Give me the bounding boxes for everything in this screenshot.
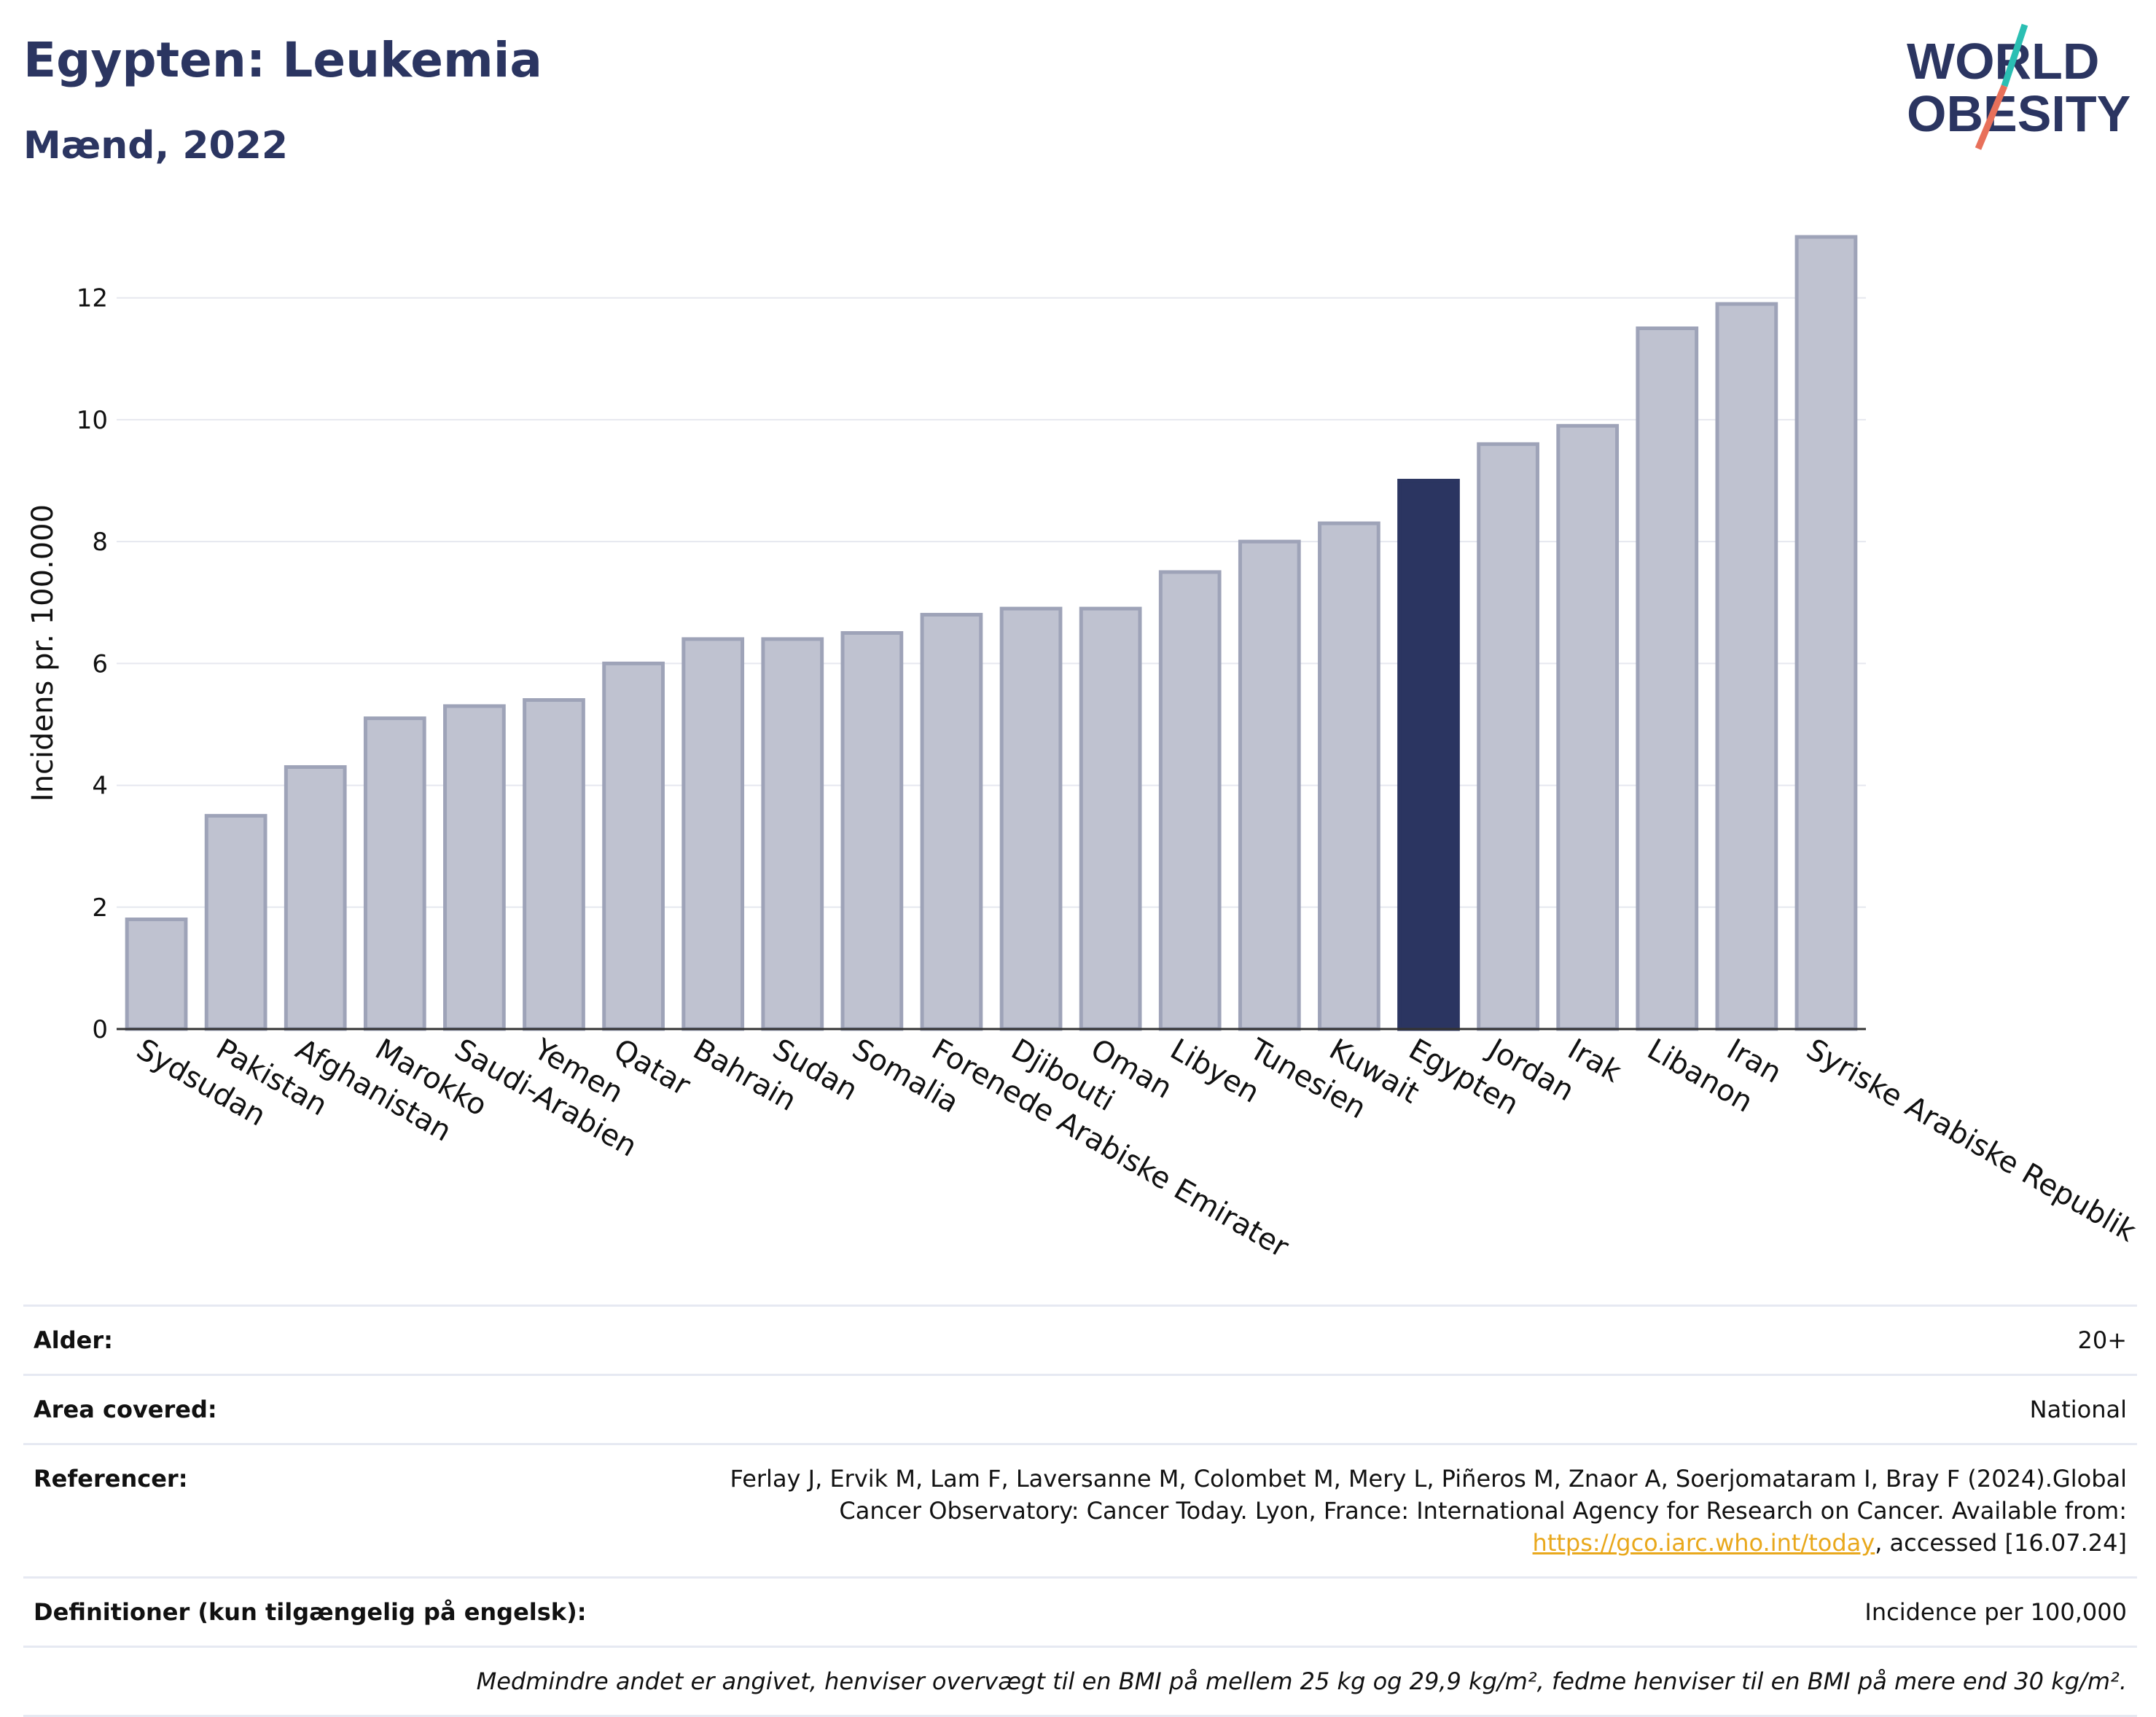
reference-text: Ferlay J, Ervik M, Lam F, Laversanne M, … (730, 1465, 2127, 1525)
info-row-references: Referencer: Ferlay J, Ervik M, Lam F, La… (23, 1443, 2137, 1579)
bar-libyen (1158, 570, 1222, 1031)
bar-chart: 0 2 4 6 8 10 12 SydsudanPakistanAfghanistanMar… (26, 235, 2142, 1264)
logo-slash-teal (2001, 23, 2028, 87)
bar-saudi-arabien (443, 704, 506, 1031)
bar-tunesien (1238, 539, 1301, 1031)
bar-libanon (1636, 326, 1699, 1031)
y-tick-label: 6 (92, 649, 108, 678)
info-value: Ferlay J, Ervik M, Lam F, Laversanne M, … (700, 1443, 2137, 1579)
bar-oman (1079, 606, 1142, 1031)
x-axis-labels: SydsudanPakistanAfghanistanMarokkoSaudi-… (131, 1031, 2142, 1264)
bar-forenede-arabiske-emirater (920, 612, 983, 1031)
bar-afghanistan (284, 764, 347, 1031)
bar-iran (1715, 302, 1778, 1031)
bar-sydsudan (125, 918, 188, 1031)
y-tick-label: 0 (92, 1015, 108, 1044)
info-value: Incidence per 100,000 (700, 1576, 2137, 1648)
info-label: Area covered: (23, 1374, 700, 1445)
bar-pakistan (204, 813, 267, 1031)
info-row-definitions: Definitioner (kun tilgængelig på engelsk… (23, 1576, 2137, 1648)
info-value: 20+ (700, 1305, 2137, 1376)
y-axis-label: Incidens pr. 100.000 (26, 504, 60, 802)
bar-marokko (363, 716, 426, 1031)
info-label: Alder: (23, 1305, 700, 1376)
bar-egypten (1397, 479, 1460, 1031)
y-axis-ticks: 0 2 4 6 8 10 12 (77, 284, 108, 1044)
bar-bahrain (681, 637, 745, 1031)
footnote: Medmindre andet er angivet, henviser ove… (23, 1646, 2137, 1717)
logo-text-obesity: OBESITY (1907, 85, 2130, 142)
bar-syriske-arabiske-republik (1794, 235, 1858, 1031)
chart-title: Egypten: Leukemia (23, 32, 542, 88)
world-obesity-logo: WORLD OBESITY (1907, 23, 2130, 150)
reference-link[interactable]: https://gco.iarc.who.int/today (1532, 1529, 1875, 1557)
info-label: Definitioner (kun tilgængelig på engelsk… (23, 1576, 700, 1648)
logo-slash-coral (1975, 85, 2008, 150)
info-row-area: Area covered: National (23, 1374, 2137, 1445)
y-tick-label: 12 (77, 284, 108, 313)
bar-somalia (840, 631, 904, 1031)
bar-jordan (1477, 442, 1539, 1031)
info-row-age: Alder: 20+ (23, 1305, 2137, 1376)
info-row-note: Medmindre andet er angivet, henviser ove… (23, 1646, 2137, 1717)
bar-sudan (761, 637, 824, 1031)
info-value: National (700, 1374, 2137, 1445)
y-tick-label: 10 (77, 406, 108, 435)
bar-yemen (523, 698, 585, 1031)
y-tick-label: 2 (92, 893, 108, 923)
y-tick-label: 8 (92, 528, 108, 557)
bar-irak (1556, 423, 1620, 1031)
bar-kuwait (1318, 521, 1380, 1031)
info-table: Alder: 20+ Area covered: National Refere… (23, 1305, 2137, 1717)
bars (125, 235, 1858, 1031)
chart-subtitle: Mænd, 2022 (23, 124, 289, 168)
reference-accessed: , accessed [16.07.24] (1875, 1529, 2127, 1557)
bar-qatar (602, 661, 665, 1031)
bar-djibouti (999, 606, 1063, 1031)
x-tick-label: Libyen (1165, 1033, 1265, 1110)
y-tick-label: 4 (92, 772, 108, 801)
info-label: Referencer: (23, 1443, 700, 1579)
x-tick-label: Syriske Arabiske Republik (1800, 1033, 2141, 1249)
